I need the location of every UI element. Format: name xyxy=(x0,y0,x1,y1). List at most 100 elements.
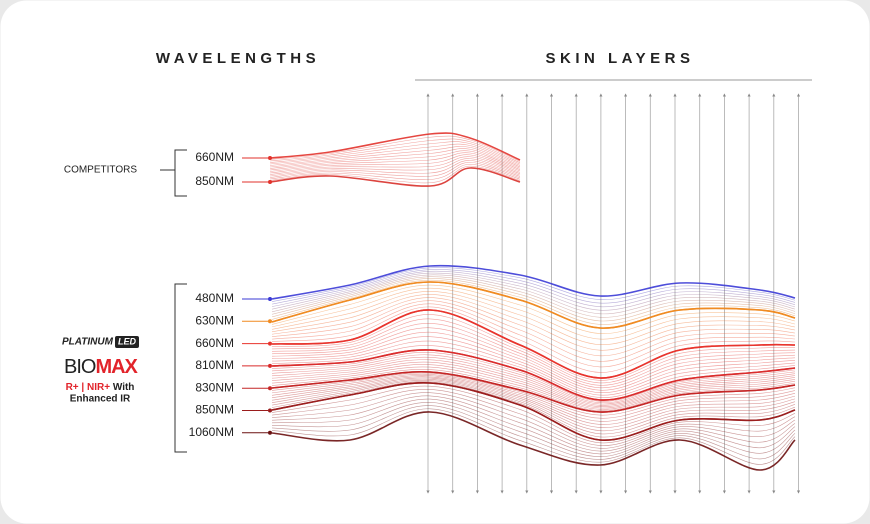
wave-line xyxy=(271,291,796,345)
wave-line xyxy=(271,376,796,425)
wave-line xyxy=(271,318,796,384)
wave-line xyxy=(271,340,796,396)
wavelength-label: 850NM xyxy=(195,174,234,188)
tagline-line-1: R+ | NIR+ With xyxy=(66,382,135,393)
waves xyxy=(269,132,796,471)
wave-line xyxy=(271,352,796,402)
wave-line xyxy=(269,156,521,175)
tagline-with: With xyxy=(113,382,135,393)
wave-line xyxy=(271,392,796,449)
wave-line xyxy=(271,276,796,318)
wave-line xyxy=(271,372,796,416)
wave-line xyxy=(271,278,796,322)
wave-line xyxy=(269,163,521,180)
product-suffix: MAX xyxy=(95,356,138,378)
label-dot xyxy=(268,297,272,301)
wave-line xyxy=(271,361,796,407)
wave-line xyxy=(271,269,796,305)
wave-line xyxy=(271,281,796,329)
wave-line xyxy=(271,336,796,393)
wave-line xyxy=(271,366,796,410)
wave-line xyxy=(271,370,796,413)
wave-line xyxy=(271,303,796,368)
wave-line xyxy=(271,314,796,381)
wave-line xyxy=(269,141,521,165)
wave-line xyxy=(271,402,796,457)
wave-line xyxy=(271,356,796,405)
wavelength-label: 660NM xyxy=(195,336,234,350)
layer-lines xyxy=(426,93,801,494)
wavelength-label: 830NM xyxy=(195,380,234,394)
wave-line xyxy=(269,138,521,164)
wave-line xyxy=(271,309,796,379)
wave-line xyxy=(269,162,521,179)
wave-line xyxy=(271,381,796,438)
label-dot xyxy=(268,408,272,413)
wave-line xyxy=(271,287,796,340)
wave-line xyxy=(271,279,796,325)
wavelength-label: 810NM xyxy=(195,358,234,372)
wave-line xyxy=(271,274,796,315)
wavelength-labels: 660NM 850NM 480NM 630NM 660NM 810NM 830NM 850NM… xyxy=(189,150,272,439)
wave-line xyxy=(271,306,796,373)
wave-line xyxy=(269,148,521,169)
wave-line xyxy=(271,270,796,307)
biomax-bracket xyxy=(174,283,187,453)
wave-line xyxy=(271,359,796,406)
wave-line xyxy=(271,375,796,422)
wave-line xyxy=(271,327,796,389)
wave-line xyxy=(269,167,521,187)
label-dot xyxy=(268,156,272,160)
product-prefix: BIO xyxy=(64,356,96,378)
wave-line xyxy=(269,132,521,161)
wave-line xyxy=(269,158,521,176)
wave-line xyxy=(271,272,796,311)
wave-line xyxy=(271,395,796,452)
wave-line xyxy=(271,323,796,386)
product-name: BIOMAX xyxy=(64,356,139,378)
wavelengths-heading: WAVELENGTHS xyxy=(156,50,320,67)
brand-badge: LED xyxy=(118,336,137,346)
competitors-bracket xyxy=(160,149,187,197)
competitors-label: COMPETITORS xyxy=(64,165,137,176)
wave-line xyxy=(271,373,796,419)
wave-line xyxy=(269,150,521,170)
wave-line xyxy=(271,369,796,411)
label-dot xyxy=(268,386,272,391)
brand-badge-box xyxy=(115,336,139,348)
wave-line xyxy=(269,135,521,162)
wave-line xyxy=(269,160,521,177)
wave-line xyxy=(271,377,796,428)
wave-line xyxy=(271,284,796,334)
wave-line xyxy=(271,408,796,465)
tagline-line-2: Enhanced IR xyxy=(70,394,131,405)
wave-line xyxy=(271,267,796,302)
skin-layers-heading: SKIN LAYERS xyxy=(546,50,695,67)
wave-line xyxy=(271,378,796,432)
wavelength-label: 850NM xyxy=(195,403,234,417)
wavelength-label: 480NM xyxy=(195,291,234,305)
wavelength-label: 1060NM xyxy=(189,425,234,439)
wave-line xyxy=(271,297,796,357)
wave-line xyxy=(271,405,796,460)
wave-line xyxy=(271,294,796,351)
wave-line xyxy=(269,154,521,173)
wave-line xyxy=(269,152,521,172)
wave-line xyxy=(269,143,521,166)
brand-name: PLATINUM xyxy=(62,337,114,348)
label-dot xyxy=(268,341,272,346)
wave-line xyxy=(271,349,796,401)
wave-line xyxy=(271,364,796,409)
wavelength-label: 630NM xyxy=(195,313,234,327)
label-dot xyxy=(268,319,272,324)
wavelength-label: 660NM xyxy=(195,150,234,164)
wave-line xyxy=(271,411,796,471)
tagline-red: R+ | NIR+ xyxy=(66,382,111,393)
wave-line xyxy=(271,354,796,403)
wave-line xyxy=(269,146,521,168)
label-dot xyxy=(268,430,272,435)
wave-line xyxy=(271,264,796,300)
